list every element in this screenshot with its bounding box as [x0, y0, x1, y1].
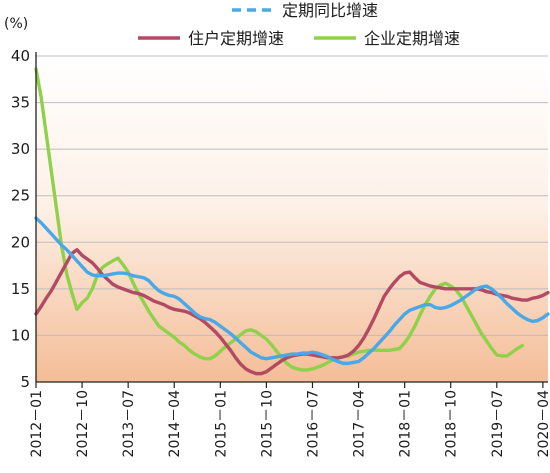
legend-item-1: 定期同比增速: [232, 1, 378, 20]
series-line-1: [34, 216, 550, 366]
y-tick-label: 10: [11, 326, 30, 344]
legend-item-2: 住户定期增速: [138, 29, 284, 48]
legend-label: 企业定期增速: [364, 29, 460, 48]
axes: [35, 52, 548, 383]
series-line-3: [34, 67, 525, 372]
x-tick-label: 2018－10: [444, 390, 460, 457]
y-tick-label: 20: [11, 233, 30, 251]
x-tick-label: 2019－07: [490, 390, 506, 457]
legend-label: 定期同比增速: [282, 1, 378, 20]
plot-background: [36, 56, 548, 382]
y-tick-label: 5: [20, 373, 30, 391]
y-tick-label: 25: [11, 187, 30, 205]
y-tick-label: 30: [11, 140, 30, 158]
x-tick-label: 2020－04: [536, 390, 550, 458]
x-tick-label: 2013－07: [121, 390, 137, 457]
x-tick-label: 2015－10: [259, 390, 275, 457]
y-tick-label: 35: [11, 94, 30, 112]
x-tick-label: 2012－10: [75, 390, 91, 457]
series-line-2: [34, 248, 550, 376]
legend-label: 住户定期增速: [188, 29, 284, 48]
x-tick-label: 2015－01: [213, 390, 229, 457]
x-tick-label: 2014－04: [167, 390, 183, 458]
x-axis-ticks: 2012－01 2012－10 2013－07 2014－04 2015－01 2015－…: [29, 382, 550, 457]
y-axis-ticks: 5 10 15 20 25 30 35 40: [11, 47, 30, 391]
x-tick-label: 2012－01: [29, 390, 45, 457]
series-lines: [34, 67, 550, 376]
legend-item-3: 企业定期增速: [314, 29, 460, 48]
x-tick-label: 2017－04: [352, 390, 368, 458]
y-unit-label: (%): [4, 16, 28, 32]
x-tick-label: 2016－07: [305, 390, 321, 457]
y-tick-label: 40: [11, 47, 30, 65]
y-tick-label: 15: [11, 280, 30, 298]
x-tick-label: 2018－01: [398, 390, 414, 457]
